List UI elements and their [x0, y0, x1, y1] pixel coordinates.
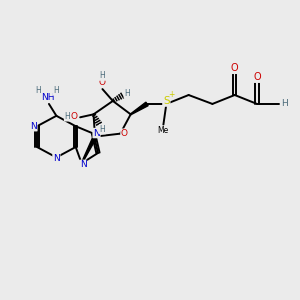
Text: O: O [71, 112, 78, 121]
Text: S: S [163, 96, 170, 106]
Text: O: O [231, 63, 238, 73]
Text: Me: Me [158, 126, 169, 135]
Text: H: H [100, 71, 105, 80]
Text: H: H [35, 86, 41, 95]
Text: NH: NH [41, 93, 54, 102]
Text: H: H [124, 89, 130, 98]
Text: N: N [53, 154, 60, 164]
Text: H: H [53, 86, 59, 95]
Text: O: O [121, 129, 128, 138]
Text: +: + [169, 90, 175, 99]
Polygon shape [130, 102, 148, 115]
Text: H: H [100, 125, 105, 134]
Text: O: O [253, 72, 261, 82]
Text: N: N [30, 122, 37, 131]
Polygon shape [81, 136, 97, 164]
Text: O: O [99, 78, 106, 87]
Text: H: H [281, 99, 288, 108]
Text: N: N [80, 160, 86, 169]
Text: H: H [64, 112, 70, 121]
Text: N: N [93, 129, 100, 138]
